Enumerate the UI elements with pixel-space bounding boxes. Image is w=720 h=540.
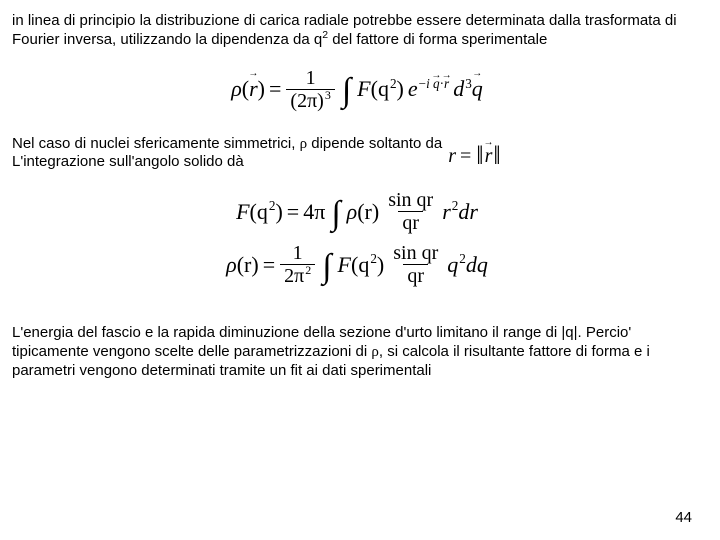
norm-equation: r = ‖r‖ xyxy=(448,141,502,171)
eq1-d: d xyxy=(453,76,464,101)
eq1-Fclose: ) xyxy=(397,76,404,101)
eq3-int: ∫ xyxy=(318,248,335,286)
eq2-den: qr xyxy=(398,211,423,233)
norm-eq-sign: = xyxy=(456,145,475,168)
eq3-f2d: qr xyxy=(403,264,428,286)
paragraph-3: L'energia del fascio e la rapida diminuz… xyxy=(12,324,702,380)
eq1-d3var: q xyxy=(472,76,483,101)
equation-2: F(q2) = 4π ∫ ρ(r) sin qr qr r2dr xyxy=(12,190,702,233)
eq2-4pi: 4π xyxy=(301,199,327,225)
norm-r: r xyxy=(448,145,456,168)
page-number: 44 xyxy=(675,509,692,526)
eq3-tb: q xyxy=(447,252,458,277)
eq1-e: e xyxy=(408,76,418,101)
eq3-Fac: ) xyxy=(377,252,384,277)
eq1-rho: ρ xyxy=(231,76,242,101)
eq2-int: ∫ xyxy=(327,195,344,233)
paragraph-2-row: Nel caso di nuclei sfericamente simmetri… xyxy=(12,135,702,179)
eq3-f1db: 2π xyxy=(284,265,304,287)
norm-rvec: r xyxy=(485,145,493,167)
eq3-f1n: 1 xyxy=(289,243,307,264)
eq2-tb: r xyxy=(442,199,451,224)
eq2-argc: ) xyxy=(275,199,282,224)
para3-rho: ρ xyxy=(371,344,379,360)
para1-text-b: del fattore di forma sperimentale xyxy=(328,31,547,48)
eq1-Farg: (q xyxy=(371,76,389,101)
eq1-Fexp: 2 xyxy=(389,76,397,91)
eq1-r: r xyxy=(249,76,258,101)
paragraph-1: in linea di principio la distribuzione d… xyxy=(12,12,702,50)
eq2-num: sin qr xyxy=(384,190,437,211)
eq3-rho: ρ xyxy=(226,252,237,277)
eq2-argb: (q xyxy=(250,199,268,224)
eq3-f1de: 2 xyxy=(304,263,311,277)
norm-bar-r: ‖ xyxy=(492,141,501,171)
eq3-f2n: sin qr xyxy=(389,243,442,264)
eq3-eq: = xyxy=(261,252,277,278)
eq3-arg: (r) xyxy=(237,252,259,277)
eq1-d3exp: 3 xyxy=(464,76,472,91)
eq1-F: F xyxy=(357,76,370,101)
eq3-dq: dq xyxy=(466,252,488,277)
eq1-frac-num: 1 xyxy=(302,68,320,89)
eq2-rho: ρ xyxy=(347,199,358,224)
eq2-dr: dr xyxy=(458,199,478,224)
eq2-rhoarg: (r) xyxy=(357,199,379,224)
eq1-frac-den-base: (2π) xyxy=(290,90,323,112)
eq2-eq: = xyxy=(285,199,301,225)
eq2-F: F xyxy=(236,199,249,224)
paragraph-2-line1: Nel caso di nuclei sfericamente simmetri… xyxy=(12,135,442,154)
para2-a: Nel caso di nuclei sfericamente simmetri… xyxy=(12,135,300,152)
equation-1: ρ(r) = 1 (2π)3 ∫ F(q2) e−i q·r d3q xyxy=(12,68,702,111)
paragraph-2-line2: L'integrazione sull'angolo solido dà xyxy=(12,153,442,172)
para2-b: dipende soltanto da xyxy=(307,135,442,152)
eq3-Fae: 2 xyxy=(369,251,377,266)
eq3-Fab: (q xyxy=(351,252,369,277)
para2-rho: ρ xyxy=(300,136,308,152)
slide: in linea di principio la distribuzione d… xyxy=(0,0,720,540)
eq3-F: F xyxy=(338,252,351,277)
eq1-int: ∫ xyxy=(338,72,355,110)
eq3-te: 2 xyxy=(458,251,466,266)
eq1-frac-den-exp: 3 xyxy=(324,88,331,102)
equation-3: ρ(r) = 1 2π2 ∫ F(q2) sin qr qr q2dq xyxy=(12,243,702,286)
